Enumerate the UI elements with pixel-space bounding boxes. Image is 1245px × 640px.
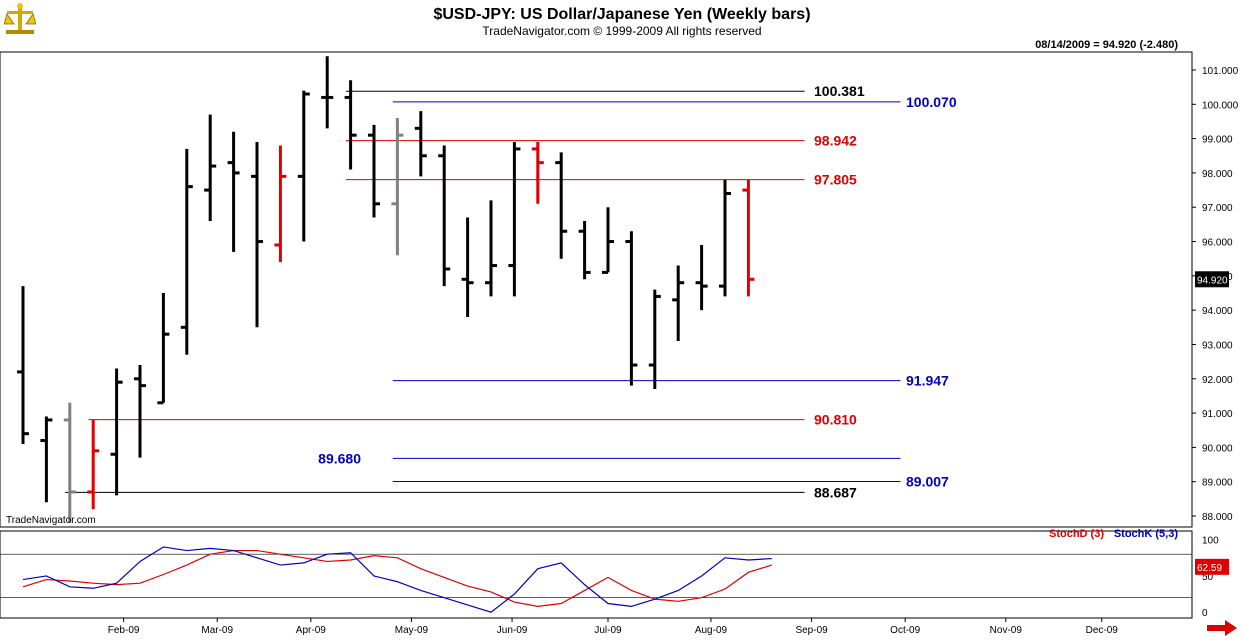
current-price-label: 94.920 (1197, 275, 1228, 286)
chart-title: $USD-JPY: US Dollar/Japanese Yen (Weekly… (433, 6, 810, 23)
ohlc-bar[interactable] (368, 124, 380, 218)
stoch-line-d[interactable] (22, 549, 772, 608)
level-label-100.381: 100.381 (814, 83, 865, 99)
ohlc-bar[interactable] (157, 293, 170, 405)
month-label: Dec-09 (1086, 625, 1119, 636)
stoch-tick-label: 0 (1202, 608, 1208, 619)
ohlc-bar[interactable] (625, 231, 638, 386)
month-label: Feb-09 (108, 625, 140, 636)
level-label-100.070: 100.070 (906, 94, 957, 110)
price-tick-label: 98.000 (1202, 169, 1233, 180)
ohlc-bar[interactable] (344, 80, 357, 170)
ohlc-bar[interactable] (134, 365, 146, 458)
last-quote: 08/14/2009 = 94.920 (-2.480) (1035, 39, 1178, 51)
ohlc-bar[interactable] (648, 289, 661, 390)
level-label-98.942: 98.942 (814, 133, 857, 149)
ohlc-bar[interactable] (180, 148, 193, 355)
price-tick-label: 97.000 (1202, 203, 1233, 214)
stoch-value-label: 62.59 (1197, 563, 1222, 574)
copyright-text: TradeNavigator.com © 1999-2009 All right… (482, 24, 761, 38)
scales-logo-icon (4, 3, 36, 34)
scroll-right-arrow-icon[interactable] (1207, 620, 1237, 636)
ohlc-bar[interactable] (87, 419, 100, 510)
ohlc-bar[interactable] (204, 114, 217, 221)
level-label-90.810: 90.810 (814, 412, 857, 428)
ohlc-bar[interactable] (695, 244, 708, 311)
price-tick-label: 96.000 (1202, 238, 1233, 249)
ohlc-bar[interactable] (414, 111, 427, 177)
ohlc-bar[interactable] (438, 145, 451, 287)
ohlc-bar[interactable] (578, 220, 591, 280)
price-tick-label: 92.000 (1202, 375, 1233, 386)
month-label: Jul-09 (594, 625, 622, 636)
price-tick-label: 101.000 (1202, 66, 1239, 77)
month-label: Sep-09 (795, 625, 828, 636)
level-label-89.680: 89.680 (318, 450, 361, 466)
ohlc-bar[interactable] (485, 200, 497, 297)
stoch-panel-frame (0, 530, 1193, 619)
ohlc-bar[interactable] (508, 142, 521, 297)
ohlc-bar[interactable] (672, 265, 685, 342)
month-label: Apr-09 (296, 625, 326, 636)
stochastic-panel[interactable]: 0 50 100 StochD (3) StochK (5,3) 62.59 (0, 528, 1229, 619)
ohlc-bar[interactable] (251, 142, 263, 328)
level-label-89.007: 89.007 (906, 473, 949, 489)
stoch-tick-label: 100 (1202, 536, 1219, 547)
ohlc-bar[interactable] (40, 416, 53, 503)
ohlc-bar[interactable] (742, 179, 755, 297)
current-price-box (1195, 271, 1229, 288)
legend-stochd: StochD (3) (1049, 528, 1104, 540)
price-tick-label: 99.000 (1202, 135, 1233, 146)
ohlc-bar[interactable] (17, 286, 29, 444)
month-label: Jun-09 (497, 625, 528, 636)
level-label-97.805: 97.805 (814, 172, 857, 188)
level-label-91.947: 91.947 (906, 373, 949, 389)
stoch-line-k[interactable] (22, 546, 772, 613)
stoch-value-box (1195, 558, 1229, 575)
ohlc-bar[interactable] (297, 90, 310, 242)
watermark: TradeNavigator.com (6, 515, 96, 526)
price-tick-label: 100.000 (1202, 100, 1239, 111)
time-axis: Feb-09 Mar-09 Apr-09 May-09 Jun-09 Jul-09 Aug-… (108, 618, 1119, 636)
price-panel[interactable]: 88.000 89.000 90.000 91.000 92.000 93.000 94.0… (0, 51, 1239, 528)
ohlc-bar[interactable] (461, 217, 474, 318)
price-tick-label: 88.000 (1202, 512, 1233, 523)
level-label-88.687: 88.687 (814, 484, 857, 500)
month-label: Nov-09 (990, 625, 1023, 636)
ohlc-bar[interactable] (391, 118, 404, 256)
month-label: Mar-09 (201, 625, 233, 636)
ohlc-bar[interactable] (719, 179, 731, 297)
ohlc-bar[interactable] (602, 207, 614, 274)
ohlc-bar[interactable] (63, 402, 76, 523)
ohlc-bar[interactable] (227, 131, 240, 252)
ohlc-bar[interactable] (321, 56, 334, 129)
stoch-tick-label: 50 (1202, 572, 1214, 583)
month-label: May-09 (395, 625, 429, 636)
price-tick-label: 91.000 (1202, 409, 1233, 420)
price-tick-label: 94.000 (1202, 306, 1233, 317)
price-tick-label: 93.000 (1202, 340, 1233, 351)
month-label: Aug-09 (695, 625, 728, 636)
ohlc-bar[interactable] (274, 145, 287, 263)
month-label: Oct-09 (890, 625, 920, 636)
ohlc-bar[interactable] (531, 142, 544, 204)
price-panel-frame (0, 51, 1193, 528)
legend-stochk: StochK (5,3) (1114, 528, 1179, 540)
ohlc-bar[interactable] (555, 152, 568, 259)
ohlc-bar[interactable] (110, 368, 123, 496)
price-tick-label: 89.000 (1202, 478, 1233, 489)
price-tick-label: 90.000 (1202, 443, 1233, 454)
